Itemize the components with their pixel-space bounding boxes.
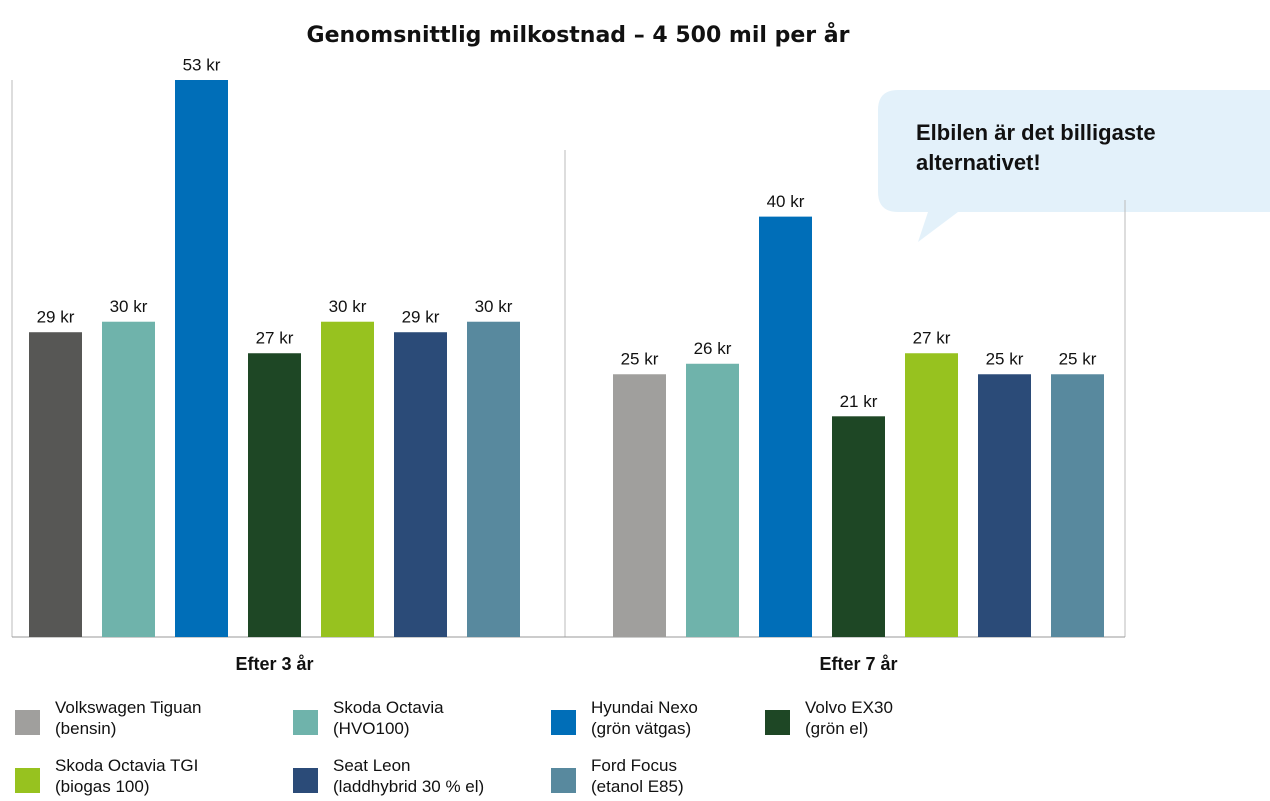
legend-label: Volkswagen Tiguan (bensin) (55, 698, 202, 738)
bar (175, 80, 228, 637)
legend-label: Ford Focus (etanol E85) (591, 756, 684, 796)
data-label: 30 kr (110, 297, 148, 316)
bar (248, 353, 301, 637)
data-label: 40 kr (767, 192, 805, 211)
x-tick-label: Efter 7 år (819, 654, 897, 674)
bar (321, 321, 374, 637)
annotation: Elbilen är det billigaste alternativet! (916, 120, 1156, 175)
legend-label: Seat Leon (laddhybrid 30 % el) (333, 756, 485, 796)
bar (686, 363, 739, 637)
data-label: 30 kr (475, 297, 513, 316)
bar (832, 416, 885, 637)
bar (905, 353, 958, 637)
data-label: 21 kr (840, 392, 878, 411)
bar (394, 332, 447, 637)
legend-swatch (765, 710, 790, 735)
bar (1051, 374, 1104, 637)
data-label: 27 kr (256, 329, 294, 348)
bar (29, 332, 82, 637)
data-label: 25 kr (986, 350, 1024, 369)
legend-swatch (293, 710, 318, 735)
bar (467, 321, 520, 637)
data-label: 27 kr (913, 329, 951, 348)
legend-label: Skoda Octavia TGI (biogas 100) (55, 756, 199, 796)
callout-bubble (878, 90, 1270, 242)
data-label: 53 kr (183, 55, 221, 74)
data-label: 25 kr (621, 350, 659, 369)
bar (102, 321, 155, 637)
legend-swatch (15, 768, 40, 793)
legend-swatch (15, 710, 40, 735)
legend-label: Hyundai Nexo (grön vätgas) (591, 698, 698, 738)
bar (613, 374, 666, 637)
data-label: 25 kr (1059, 350, 1097, 369)
legend-label: Skoda Octavia (HVO100) (333, 698, 444, 738)
bar (978, 374, 1031, 637)
legend-swatch (551, 768, 576, 793)
data-label: 30 kr (329, 297, 367, 316)
data-label: 26 kr (694, 339, 732, 358)
data-label: 29 kr (402, 308, 440, 327)
data-label: 29 kr (37, 308, 75, 327)
x-tick-label: Efter 3 år (235, 654, 313, 674)
legend-swatch (293, 768, 318, 793)
chart-title: Genomsnittlig milkostnad – 4 500 mil per… (307, 22, 850, 48)
bar (759, 216, 812, 638)
legend-swatch (551, 710, 576, 735)
legend-label: Volvo EX30 (grön el) (805, 698, 893, 738)
